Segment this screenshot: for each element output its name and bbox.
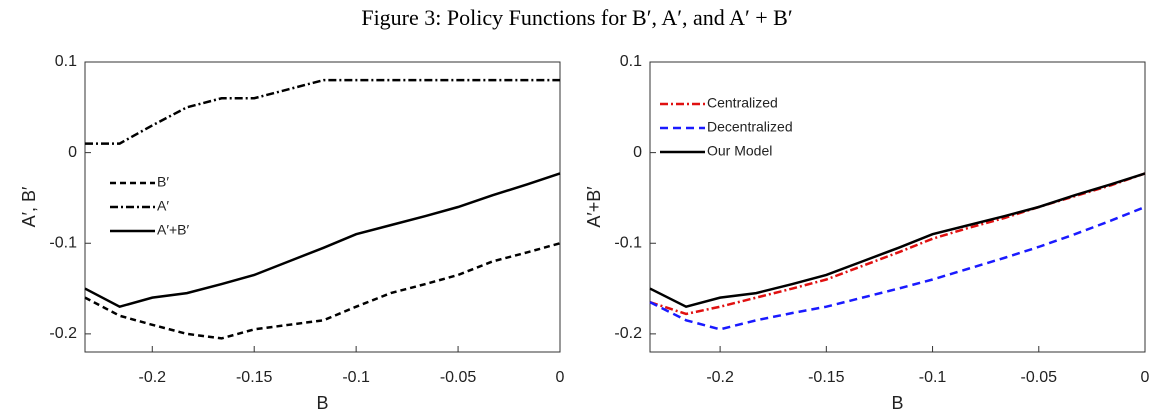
x-tick-label: -0.05	[1021, 369, 1058, 386]
series-line	[85, 78, 560, 145]
legend-label: A′+B′	[157, 222, 189, 238]
y-axis-label: A′+B′	[584, 186, 604, 228]
series-line	[649, 205, 1146, 331]
series-line	[649, 172, 1146, 309]
x-tick-label: -0.15	[236, 369, 273, 386]
y-tick-label: -0.2	[614, 325, 642, 342]
legend-label: Centralized	[707, 95, 778, 111]
x-axis-label: B	[891, 393, 903, 413]
series-line	[84, 242, 561, 340]
y-tick-label: 0	[633, 144, 642, 161]
x-tick-label: 0	[556, 369, 565, 386]
x-tick-label: -0.2	[706, 369, 734, 386]
y-tick-label: -0.1	[49, 234, 77, 251]
x-tick-label: -0.1	[342, 369, 370, 386]
axes-box	[649, 61, 1146, 353]
x-tick-label: -0.05	[440, 369, 477, 386]
y-tick-label: -0.1	[614, 234, 642, 251]
y-axis-label: A′, B′	[19, 186, 39, 227]
series-line	[649, 172, 1146, 316]
x-tick-label: -0.15	[808, 369, 845, 386]
y-tick-label: 0.1	[620, 53, 642, 70]
x-axis-label: B	[316, 393, 328, 413]
figure-title: Figure 3: Policy Functions for B′, A′, a…	[361, 5, 792, 30]
y-tick-label: 0	[68, 144, 77, 161]
legend-label: B′	[157, 174, 169, 190]
axes-box	[84, 61, 561, 353]
legend-label: Decentralized	[707, 119, 793, 135]
x-tick-label: -0.2	[138, 369, 166, 386]
y-tick-label: 0.1	[55, 53, 77, 70]
legend-label: Our Model	[707, 143, 772, 159]
y-tick-label: -0.2	[49, 325, 77, 342]
x-tick-label: 0	[1141, 369, 1150, 386]
series-line	[84, 172, 561, 309]
x-tick-label: -0.1	[919, 369, 947, 386]
legend-label: A′	[157, 198, 169, 214]
